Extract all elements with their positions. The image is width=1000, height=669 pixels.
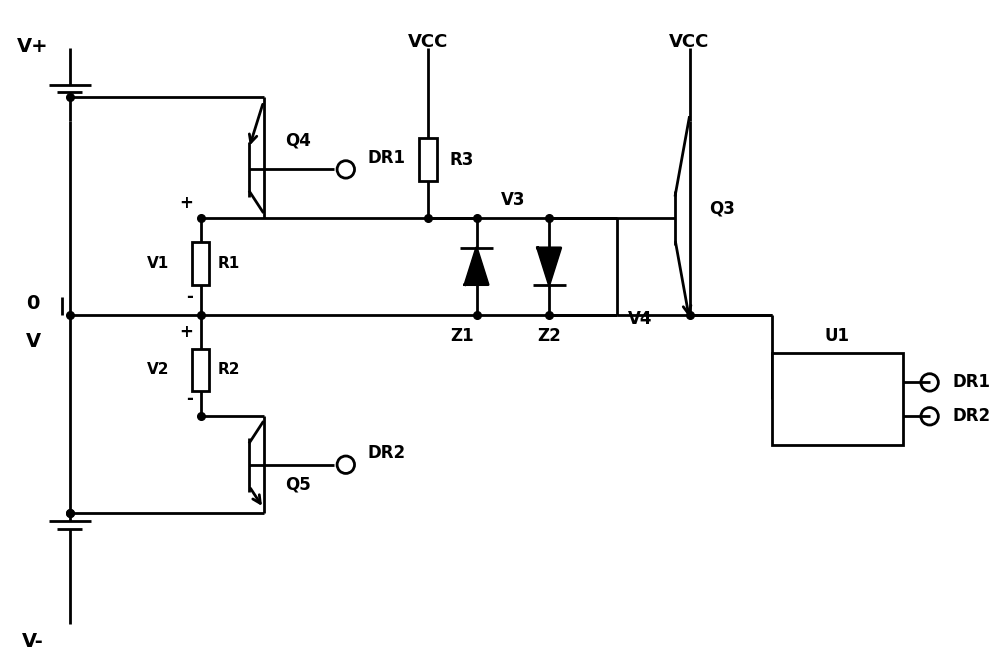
Text: VCC: VCC [408,33,448,51]
Text: Z2: Z2 [537,327,561,345]
Bar [192,242,209,284]
Bar [192,349,209,391]
Text: V+: V+ [17,37,49,56]
Text: R2: R2 [218,363,241,377]
Text: DR1: DR1 [953,373,991,391]
Bar [772,353,903,446]
Text: +: + [179,323,193,341]
Text: V: V [26,332,41,351]
Text: -: - [186,390,193,408]
Text: OUT2: OUT2 [837,408,875,421]
Text: VCC: VCC [669,33,710,51]
Polygon shape [465,248,488,284]
Text: U1: U1 [825,327,850,345]
Text: Q3: Q3 [709,199,735,217]
Text: R3: R3 [449,151,474,169]
Text: 0: 0 [26,294,40,312]
Text: Q4: Q4 [285,131,311,149]
Text: V4: V4 [628,310,653,328]
Text: +: + [179,194,193,212]
Text: V1: V1 [147,256,170,271]
Text: DR1: DR1 [367,149,405,167]
Text: IN: IN [794,387,811,401]
Polygon shape [538,248,561,284]
Text: R1: R1 [218,256,240,271]
Text: -: - [186,288,193,306]
Bar [419,138,437,181]
Text: OUT1: OUT1 [837,374,875,387]
Text: V3: V3 [501,191,525,209]
Text: Z1: Z1 [450,327,474,345]
Text: V2: V2 [147,363,170,377]
Text: DR2: DR2 [953,407,991,425]
Text: DR2: DR2 [367,444,405,462]
Text: V-: V- [22,632,44,652]
Text: Q5: Q5 [285,475,311,493]
